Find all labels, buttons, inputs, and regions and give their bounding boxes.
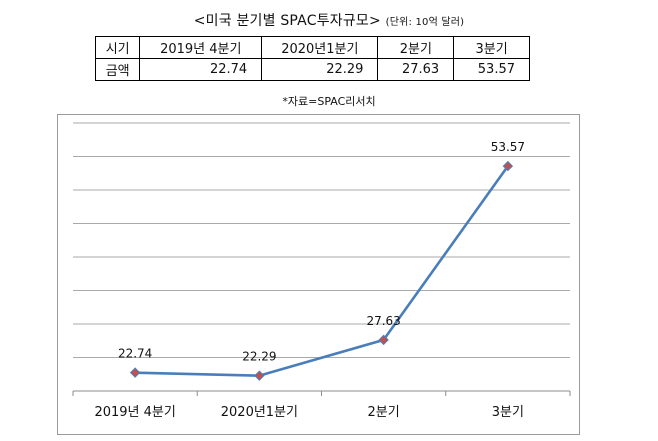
table-col-1: 2019년 4분기 (139, 36, 263, 59)
summary-table: 시기 2019년 4분기 2020년1분기 2분기 3분기 금액 22.74 2… (94, 36, 530, 81)
table-value-3: 27.63 (377, 58, 455, 81)
table-row: 금액 22.74 22.29 27.63 53.57 (94, 58, 530, 81)
data-point-marker (254, 370, 265, 381)
x-tick-label: 2분기 (368, 405, 400, 420)
data-label: 53.57 (491, 140, 525, 154)
data-point-marker (129, 367, 141, 378)
table-header-row: 시기 2019년 4분기 2020년1분기 2분기 3분기 (94, 36, 530, 59)
series-line (135, 165, 509, 377)
data-label: 22.29 (242, 350, 276, 364)
table-row-label: 금액 (94, 58, 141, 81)
data-label: 27.63 (366, 314, 400, 328)
x-tick-label: 2019년 4분기 (94, 405, 175, 420)
table-value-2: 22.29 (261, 58, 379, 81)
chart-frame (57, 114, 580, 435)
data-label: 22.74 (118, 347, 152, 361)
x-tick-label: 2020년1분기 (221, 405, 298, 420)
table-header-label: 시기 (94, 36, 141, 59)
title-main: <미국 분기별 SPAC투자규모> (193, 13, 381, 29)
title-unit: (단위: 10억 달러) (385, 17, 465, 28)
table-value-4: 53.57 (453, 58, 530, 81)
x-tick-label: 3분기 (492, 405, 524, 420)
table-col-2: 2020년1분기 (261, 36, 379, 59)
data-point-marker (502, 160, 514, 172)
source-note: *자료=SPAC리서치 (282, 95, 376, 108)
data-point-marker (378, 334, 389, 346)
chart-title: <미국 분기별 SPAC투자규모> (단위: 10억 달러) (0, 10, 658, 30)
